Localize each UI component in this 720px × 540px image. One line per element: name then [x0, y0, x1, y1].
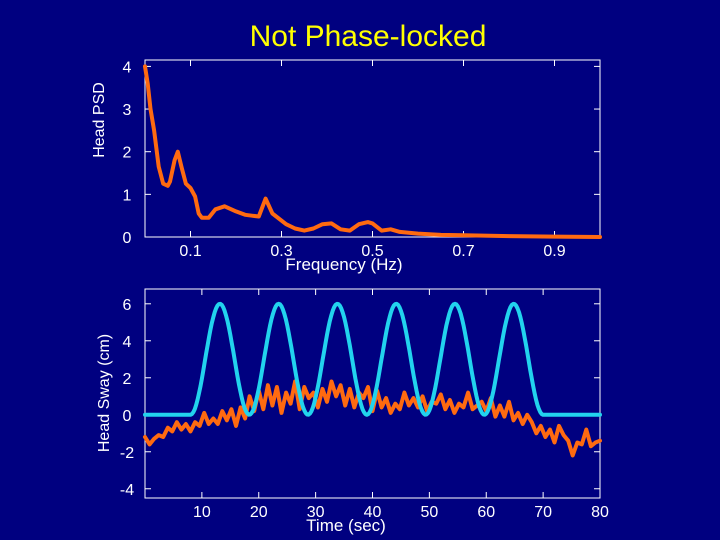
sway-x-tick-label: 10 [193, 504, 211, 521]
stimulus-series-line [143, 301, 602, 417]
psd-x-axis-label: Frequency (Hz) [285, 255, 402, 274]
sway-y-tick-label: 0 [123, 408, 132, 425]
sway-x-axis-label: Time (sec) [306, 516, 386, 535]
sway-x-tick-label: 70 [534, 504, 552, 521]
psd-y-axis-label: Head PSD [91, 82, 108, 158]
sway-y-axis-label: Head Sway (cm) [96, 334, 113, 452]
psd-x-tick-label: 0.1 [179, 243, 201, 260]
sway-x-tick-label: 20 [250, 504, 268, 521]
head-psd-series-line [143, 64, 602, 239]
psd-chart: 0 1 2 3 4 0.1 0.3 0.5 0.7 0.9 Frequency (Hz) Hea… [91, 59, 602, 274]
sway-x-tick-label: 30 [307, 504, 325, 521]
psd-y-tick-label: 4 [123, 59, 132, 76]
sway-y-tick-label: 6 [123, 297, 132, 314]
sway-x-tick-label: 60 [477, 504, 495, 521]
psd-y-tick-labels: 0 1 2 3 4 [123, 59, 132, 247]
psd-x-tick-label: 0.7 [452, 243, 474, 260]
figure-title: Not Phase-locked [250, 20, 487, 53]
sway-y-tick-label: 4 [123, 334, 132, 351]
sway-y-tick-label: -4 [120, 482, 134, 499]
psd-x-tick-label: 0.3 [270, 243, 292, 260]
sway-x-tick-label: 40 [364, 504, 382, 521]
psd-x-tick-label: 0.5 [361, 243, 383, 260]
psd-x-tick-labels: 0.1 0.3 0.5 0.7 0.9 [179, 243, 565, 260]
sway-axis-ticks [145, 289, 601, 498]
sway-chart: -4 -2 0 2 4 6 10 20 30 40 50 60 70 80 Time (sec) Hea… [96, 288, 609, 535]
sway-y-tick-label: 2 [123, 371, 132, 388]
head-sway-series-line [143, 379, 602, 458]
psd-y-tick-label: 2 [123, 145, 132, 162]
psd-y-tick-label: 3 [123, 102, 132, 119]
sway-x-tick-label: 80 [591, 504, 609, 521]
sway-y-tick-labels: -4 -2 0 2 4 6 [120, 297, 134, 499]
psd-x-tick-label: 0.9 [543, 243, 565, 260]
sway-x-tick-labels: 10 20 30 40 50 60 70 80 [193, 504, 609, 521]
psd-y-tick-label: 1 [123, 187, 132, 204]
sway-y-tick-label: -2 [120, 445, 134, 462]
sway-x-tick-label: 50 [420, 504, 438, 521]
psd-y-tick-label: 0 [123, 230, 132, 247]
